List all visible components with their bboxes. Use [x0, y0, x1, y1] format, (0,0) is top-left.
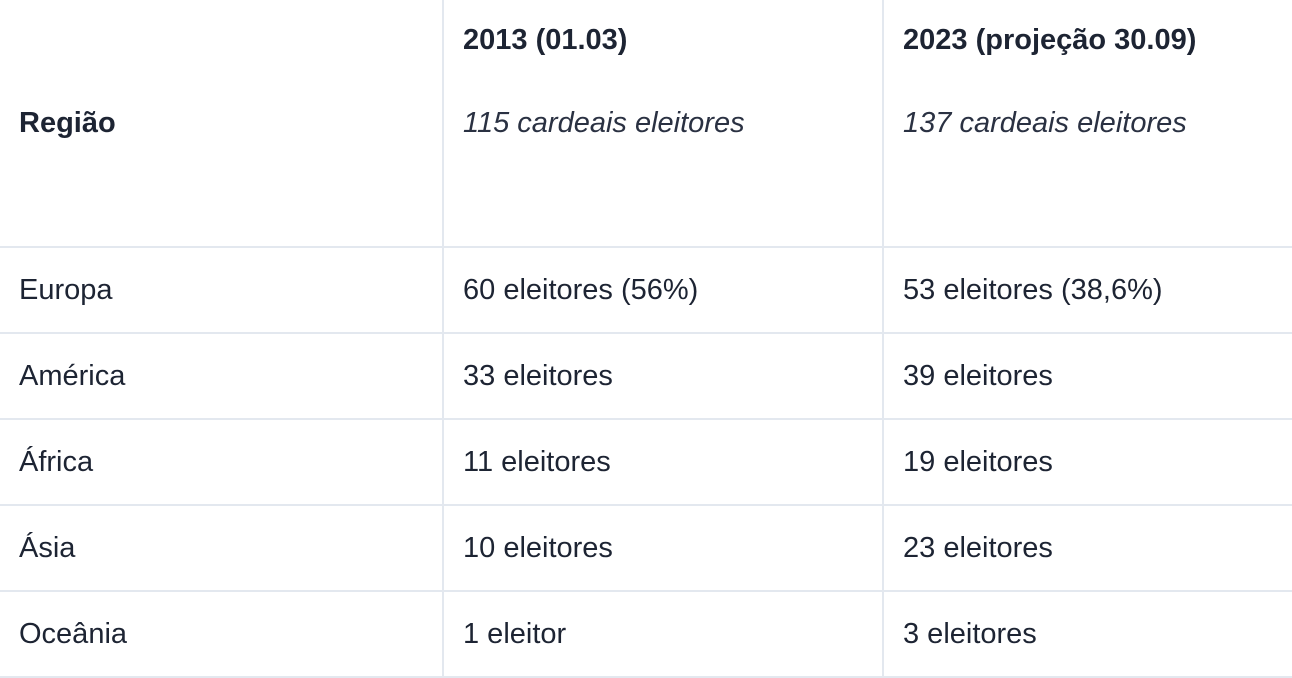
region-cell: Oceânia: [0, 590, 444, 678]
header-region-label: Região: [19, 106, 116, 139]
value-2013-cell: 33 eleitores: [442, 332, 884, 420]
table-row: África 11 eleitores 19 eleitores: [0, 418, 1292, 506]
value-2023-cell: 39 eleitores: [882, 332, 1292, 420]
table-row: Ásia 10 eleitores 23 eleitores: [0, 504, 1292, 592]
value-2013-cell: 1 eleitor: [442, 590, 884, 678]
region-cell: América: [0, 332, 444, 420]
value-2023-cell: 3 eleitores: [882, 590, 1292, 678]
header-cell-2013: 2013 (01.03) 115 cardeais eleitores: [442, 0, 884, 248]
header-2023-title: 2023 (projeção 30.09): [903, 24, 1197, 56]
value-2013-cell: 60 eleitores (56%): [442, 246, 884, 334]
header-cell-region: Região: [0, 0, 444, 248]
value-2013-cell: 11 eleitores: [442, 418, 884, 506]
table-row: Oceânia 1 eleitor 3 eleitores: [0, 590, 1292, 678]
region-cell: África: [0, 418, 444, 506]
value-2013-cell: 10 eleitores: [442, 504, 884, 592]
region-cell: Ásia: [0, 504, 444, 592]
value-2023-cell: 23 eleitores: [882, 504, 1292, 592]
value-2023-cell: 19 eleitores: [882, 418, 1292, 506]
region-cell: Europa: [0, 246, 444, 334]
table-row: América 33 eleitores 39 eleitores: [0, 332, 1292, 420]
header-2023-subtitle: 137 cardeais eleitores: [903, 107, 1187, 139]
header-cell-2023: 2023 (projeção 30.09) 137 cardeais eleit…: [882, 0, 1292, 248]
header-2013-subtitle: 115 cardeais eleitores: [463, 107, 745, 139]
header-2013-title: 2013 (01.03): [463, 24, 628, 56]
table-header-row: Região 2013 (01.03) 115 cardeais eleitor…: [0, 0, 1292, 248]
value-2023-cell: 53 eleitores (38,6%): [882, 246, 1292, 334]
table-row: Europa 60 eleitores (56%) 53 eleitores (…: [0, 246, 1292, 334]
